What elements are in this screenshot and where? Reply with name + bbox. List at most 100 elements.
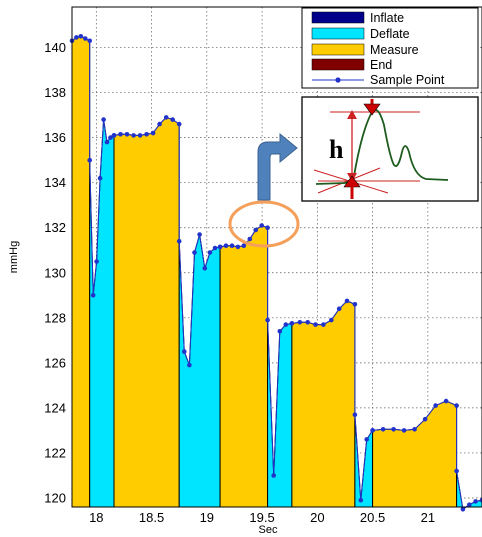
sample-point	[124, 132, 130, 137]
sample-point	[87, 157, 92, 163]
sample-point	[336, 306, 342, 312]
legend: Inflate Deflate Measure End Sample Point	[301, 7, 479, 89]
sample-point	[454, 403, 459, 408]
y-tick-labels: 120 122 124 126 128 130 132 134 136 138 140	[44, 40, 66, 505]
sample-point	[271, 473, 277, 478]
x-tick-label: 21	[421, 510, 435, 525]
sample-point	[352, 302, 358, 307]
sample-point	[247, 236, 253, 242]
sample-point	[380, 427, 386, 432]
sample-point	[207, 250, 213, 255]
sample-point	[412, 427, 417, 432]
sample-point	[391, 427, 396, 432]
legend-label-sample-point: Sample Point	[370, 73, 445, 87]
sample-point	[235, 244, 241, 250]
y-tick-label: 136	[44, 130, 66, 145]
h-arrow-top-icon	[347, 110, 357, 119]
sample-point	[223, 243, 229, 248]
plot-frame	[71, 6, 482, 508]
sample-point	[176, 121, 182, 127]
sample-point	[176, 238, 182, 244]
sample-point	[217, 244, 223, 250]
sample-point	[283, 322, 289, 327]
y-tick-label: 126	[44, 355, 66, 370]
sample-point	[111, 133, 117, 138]
legend-swatch-end	[311, 58, 365, 71]
sample-point	[212, 245, 218, 251]
sample-point	[289, 321, 295, 326]
phase-fill-measure	[113, 116, 180, 508]
sample-point	[90, 293, 96, 298]
sample-point	[321, 322, 326, 327]
y-tick-label: 134	[44, 175, 66, 190]
y-tick-label: 138	[44, 85, 66, 100]
sample-point	[74, 35, 79, 40]
sample-point	[443, 398, 449, 404]
sample-point	[163, 115, 169, 120]
phase-fill-measure	[219, 224, 269, 508]
legend-swatch-inflate	[311, 11, 365, 24]
sample-point	[83, 36, 88, 41]
sample-point	[101, 117, 106, 122]
highlight-circle	[228, 200, 300, 248]
x-axis-label: Sec	[259, 524, 278, 536]
x-tick-label: 20.5	[360, 510, 385, 525]
sample-point	[202, 266, 208, 271]
sample-point	[150, 130, 156, 136]
x-tick-label: 19.5	[249, 510, 274, 525]
pointer-arrow-icon	[257, 132, 298, 201]
sample-points	[69, 34, 482, 512]
sample-point	[157, 121, 162, 127]
y-tick-label: 120	[44, 490, 66, 505]
sample-point	[78, 34, 84, 39]
sample-point	[454, 468, 459, 474]
sample-point	[118, 132, 123, 137]
sample-point	[97, 175, 103, 181]
y-axis-label: mmHg	[8, 241, 20, 273]
y-tick-label: 128	[44, 310, 66, 325]
legend-label-inflate: Inflate	[370, 11, 404, 25]
y-tick-label: 122	[44, 445, 66, 460]
legend-label-deflate: Deflate	[370, 27, 410, 41]
sample-point	[144, 132, 149, 137]
sample-point	[104, 139, 110, 145]
sample-point	[170, 117, 175, 122]
peak-marker-icon	[363, 103, 381, 116]
legend-label-measure: Measure	[370, 43, 419, 57]
sample-point	[433, 403, 438, 408]
y-tick-label: 140	[44, 40, 66, 55]
sample-point	[352, 412, 358, 418]
x-tick-label: 18.5	[139, 510, 164, 525]
legend-swatch-measure	[311, 43, 365, 56]
sample-point	[87, 38, 92, 44]
sample-point	[467, 502, 472, 508]
sample-point	[131, 133, 136, 138]
sample-point	[265, 317, 270, 323]
x-tick-label: 18	[89, 510, 103, 525]
sample-point	[94, 259, 99, 264]
sample-point	[460, 507, 466, 512]
sample-point	[229, 243, 235, 248]
sample-point	[253, 227, 258, 233]
inset-h-label: h	[329, 135, 344, 164]
sample-point	[473, 499, 478, 504]
legend-swatch-deflate	[311, 27, 365, 40]
sample-point	[197, 232, 202, 237]
y-tick-label: 130	[44, 265, 66, 280]
sample-point	[297, 320, 303, 325]
sample-point	[137, 133, 143, 138]
sample-point	[479, 497, 482, 503]
sample-point	[182, 349, 187, 354]
legend-label-end: End	[370, 58, 392, 72]
x-tick-labels: 18 18.5 19 19.5 20 20.5 21	[89, 510, 435, 525]
sample-point	[241, 243, 247, 248]
x-tick-label: 19	[200, 510, 214, 525]
phase-fill-measure	[291, 300, 356, 508]
sample-point	[329, 317, 334, 323]
sample-point	[364, 437, 370, 442]
sample-point	[370, 428, 375, 433]
sample-point	[277, 329, 283, 334]
sample-point	[305, 320, 311, 325]
sample-point	[313, 322, 318, 327]
